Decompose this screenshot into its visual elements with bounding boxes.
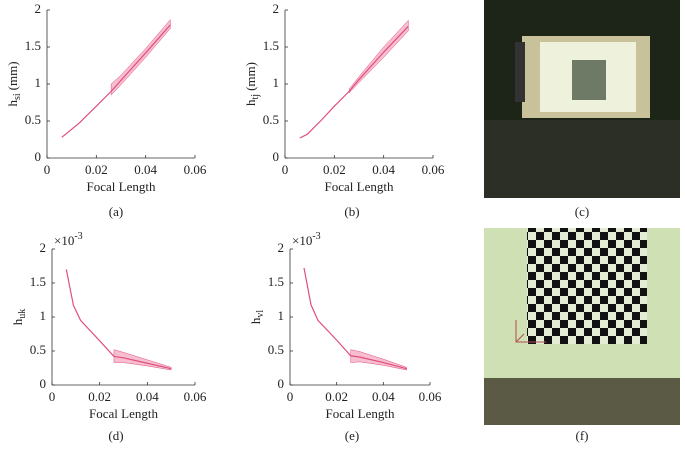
y-tick-label: 1.5: [268, 274, 284, 289]
x-tick-label: 0.06: [184, 162, 207, 177]
y-tick-label: 2: [40, 240, 47, 255]
x-axis-label: Focal Length: [325, 179, 394, 194]
y-tick-label: 2: [278, 240, 285, 255]
x-axis-label: Focal Length: [326, 406, 395, 421]
y-tick-label: 0.5: [25, 112, 41, 127]
exponent-base: ×10: [54, 233, 74, 248]
series-line: [299, 25, 409, 139]
x-tick-label: 0.04: [372, 162, 395, 177]
y-tick-label: 1.5: [263, 38, 279, 53]
x-tick-label: 0.06: [422, 162, 445, 177]
exponent-power: -3: [312, 231, 320, 242]
x-tick-label: 0.02: [325, 389, 348, 404]
x-tick-label: 0.04: [134, 162, 157, 177]
confidence-band: [110, 18, 171, 96]
y-axis-label: hsi (mm): [5, 61, 23, 106]
panel-caption: (c): [575, 204, 589, 219]
y-tick-label: 0: [273, 149, 280, 164]
exponent-power: -3: [74, 231, 82, 242]
y-tick-label: 1.5: [30, 274, 46, 289]
y-label-base: h: [10, 318, 25, 325]
y-tick-label: 0.5: [268, 342, 284, 357]
axis-exponent: ×10-3: [54, 231, 83, 248]
y-label-unit: (mm): [243, 62, 258, 91]
panel-caption: (f): [576, 428, 589, 443]
y-tick-label: 1: [273, 75, 280, 90]
y-label-base: h: [5, 100, 20, 107]
photo-c: [484, 0, 680, 198]
exponent-base: ×10: [292, 233, 312, 248]
y-tick-label: 0.5: [30, 342, 46, 357]
y-tick-label: 0: [278, 376, 285, 391]
x-tick-label: 0: [287, 389, 294, 404]
y-tick-label: 1: [40, 308, 47, 323]
panel-caption: (e): [345, 428, 359, 443]
confidence-band: [348, 19, 409, 94]
x-axis-label: Focal Length: [89, 406, 158, 421]
x-tick-label: 0.04: [136, 389, 159, 404]
y-tick-label: 1: [35, 75, 42, 90]
panel-caption: (b): [344, 204, 359, 219]
x-tick-label: 0: [282, 162, 289, 177]
y-axis-label: hvl: [248, 310, 266, 325]
series-line: [61, 24, 171, 138]
panel-caption: (a): [109, 204, 123, 219]
y-label-sub: uk: [17, 309, 28, 319]
series-line: [303, 267, 407, 370]
x-tick-label: 0.02: [88, 389, 111, 404]
y-label-sub: tj: [250, 94, 261, 100]
series-line: [65, 269, 172, 370]
panel-caption: (d): [108, 428, 123, 443]
x-tick-label: 0.02: [323, 162, 346, 177]
y-tick-label: 1: [278, 308, 285, 323]
y-label-sub: si: [12, 93, 23, 100]
y-axis-label: huk: [10, 309, 28, 326]
x-tick-label: 0.06: [419, 389, 442, 404]
x-axis-label: Focal Length: [87, 179, 156, 194]
y-tick-label: 1.5: [25, 38, 41, 53]
y-tick-label: 2: [273, 1, 280, 16]
y-label-sub: vl: [255, 310, 266, 318]
y-tick-label: 0: [40, 376, 47, 391]
y-label-unit: (mm): [5, 61, 20, 90]
y-tick-label: 2: [35, 1, 42, 16]
photo-f: [484, 228, 680, 425]
x-tick-label: 0.04: [372, 389, 395, 404]
x-tick-label: 0: [49, 389, 56, 404]
y-tick-label: 0: [35, 149, 42, 164]
x-tick-label: 0: [44, 162, 51, 177]
y-label-base: h: [248, 317, 263, 324]
y-tick-label: 0.5: [263, 112, 279, 127]
x-tick-label: 0.02: [85, 162, 108, 177]
x-tick-label: 0.06: [184, 389, 207, 404]
y-axis-label: htj (mm): [243, 62, 261, 106]
y-label-base: h: [243, 99, 258, 106]
axis-exponent: ×10-3: [292, 231, 321, 248]
